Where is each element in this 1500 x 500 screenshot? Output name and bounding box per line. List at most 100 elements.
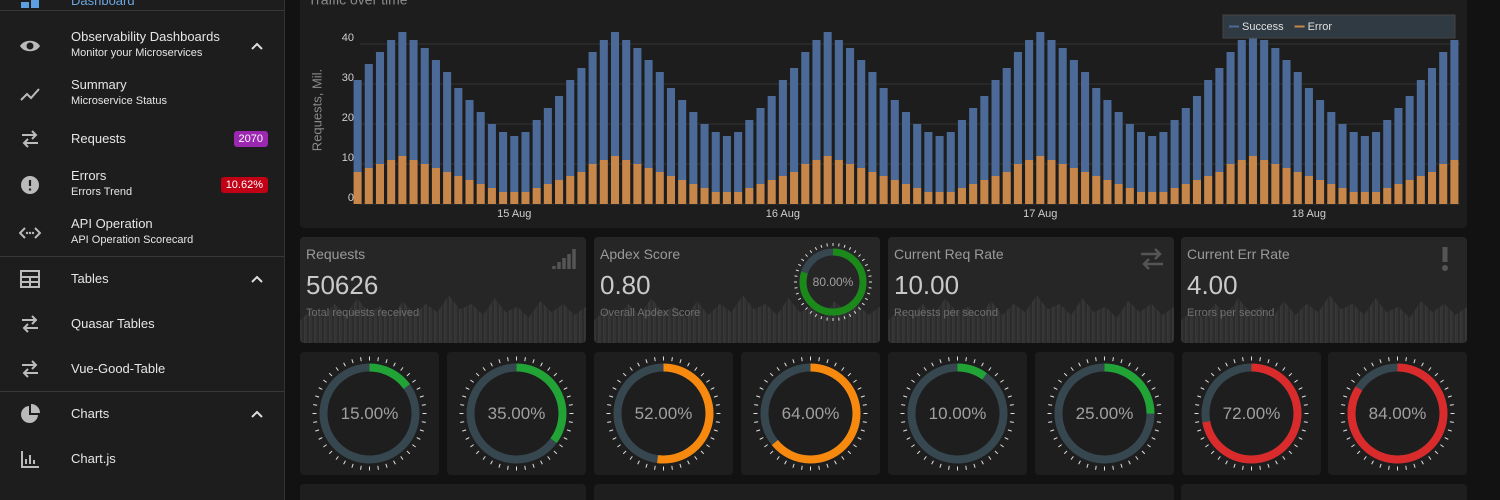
nav-item[interactable] (0, 0, 284, 23)
legend-label: Success (1242, 21, 1284, 33)
gauge-tick (713, 395, 718, 398)
bar-segment (745, 188, 754, 204)
gauge-tick (1112, 465, 1114, 470)
gauge-tick (385, 359, 388, 364)
gauge-tick (1156, 404, 1161, 406)
gauge-tick (1004, 387, 1009, 390)
bar-segment (387, 40, 396, 160)
gauge-tick (559, 379, 563, 383)
bar-segment (1081, 72, 1090, 172)
gauge-tick (1050, 395, 1055, 398)
bar-segment (935, 136, 944, 192)
gauge-tick (1112, 357, 1114, 362)
gauge-tick (759, 387, 764, 390)
gauge-tick (609, 395, 614, 398)
gauge-tick (713, 429, 718, 432)
gauge-tick (801, 357, 803, 362)
gauge-tick (671, 465, 673, 470)
stat-title: Requests (306, 246, 366, 262)
expand-chevron[interactable] (250, 407, 264, 421)
gauge-tick (475, 450, 480, 455)
gauge-tick (412, 444, 416, 448)
gauge-tick (1050, 429, 1055, 432)
gauge-tick (412, 379, 416, 383)
bar-segment (1427, 172, 1437, 204)
bar-segment (1103, 100, 1112, 180)
gauge-tick (858, 254, 861, 257)
gauge-tick (1434, 372, 1439, 377)
nav-icon (18, 222, 42, 244)
gauge-tick (612, 387, 617, 390)
bar-segment (375, 52, 385, 164)
gauge-tick (1151, 437, 1156, 440)
gauge-tick (553, 372, 558, 377)
icon (22, 130, 38, 148)
nav-item[interactable] (0, 392, 284, 436)
bar-segment (1316, 180, 1325, 204)
bar-segment (946, 192, 955, 204)
bar-segment (510, 136, 519, 192)
bar-segment (1282, 60, 1291, 168)
gauge-arc (799, 248, 867, 316)
stat-value: 10.00 (894, 270, 960, 300)
bar-segment (622, 160, 631, 204)
bar-segment (487, 188, 496, 204)
divider (0, 10, 284, 11)
gauge-tick (818, 357, 820, 362)
bar-segment (879, 176, 888, 204)
bar-segment (1058, 164, 1067, 204)
nav-label: Quasar Tables (71, 316, 155, 331)
gauge-tick (862, 421, 867, 423)
gauge-tick (764, 444, 768, 448)
icon (21, 176, 39, 194)
bar-segment (1450, 40, 1459, 160)
gauge-tick (965, 357, 967, 362)
bar-segment (1439, 164, 1448, 204)
bar-segment (555, 180, 564, 204)
gauge-tick (769, 450, 774, 455)
gauge-tick (923, 367, 927, 371)
nav-item[interactable] (0, 72, 284, 116)
gauge-tick (1440, 379, 1444, 383)
bar-segment (431, 168, 440, 204)
bar-segment (868, 72, 877, 172)
gauge-tick (1141, 372, 1146, 377)
gauge-tick (645, 463, 648, 468)
gauge: 64.00% (753, 356, 868, 471)
nav-icon (19, 313, 41, 335)
bar-segment (577, 68, 586, 172)
bar-segment (1416, 80, 1425, 176)
nav-item[interactable] (0, 437, 284, 481)
gauge-arc (1054, 363, 1155, 464)
nav-label: Chart.js (71, 451, 116, 466)
bar-segment (364, 64, 373, 168)
gauge-tick (1195, 404, 1200, 406)
bar-segment (409, 160, 418, 204)
bar-segment (666, 176, 675, 204)
expand-chevron[interactable] (250, 272, 264, 286)
gauge-tick (1004, 437, 1009, 440)
icon (1442, 247, 1448, 271)
bar-segment (913, 188, 922, 204)
bar-segment (767, 96, 776, 180)
bar-segment (443, 72, 452, 172)
gauge-tick (1154, 395, 1159, 398)
gauge-tick (826, 463, 829, 468)
gauge-tick (563, 437, 568, 440)
expand-chevron[interactable] (250, 39, 264, 53)
bar-segment (1058, 48, 1067, 164)
card (1181, 484, 1467, 500)
gauge-tick (1346, 387, 1351, 390)
bar-segment (1148, 192, 1157, 204)
bar-segment (420, 48, 429, 164)
bar-segment (566, 176, 575, 204)
gauge-tick (1197, 429, 1202, 432)
nav-icon (19, 128, 41, 150)
nav-item[interactable] (0, 257, 284, 301)
gauge-tick (393, 362, 396, 367)
gauge-tick (1444, 437, 1449, 440)
bar-segment (1215, 172, 1224, 204)
gauge-tick (847, 372, 852, 377)
gauge-tick (814, 247, 818, 251)
